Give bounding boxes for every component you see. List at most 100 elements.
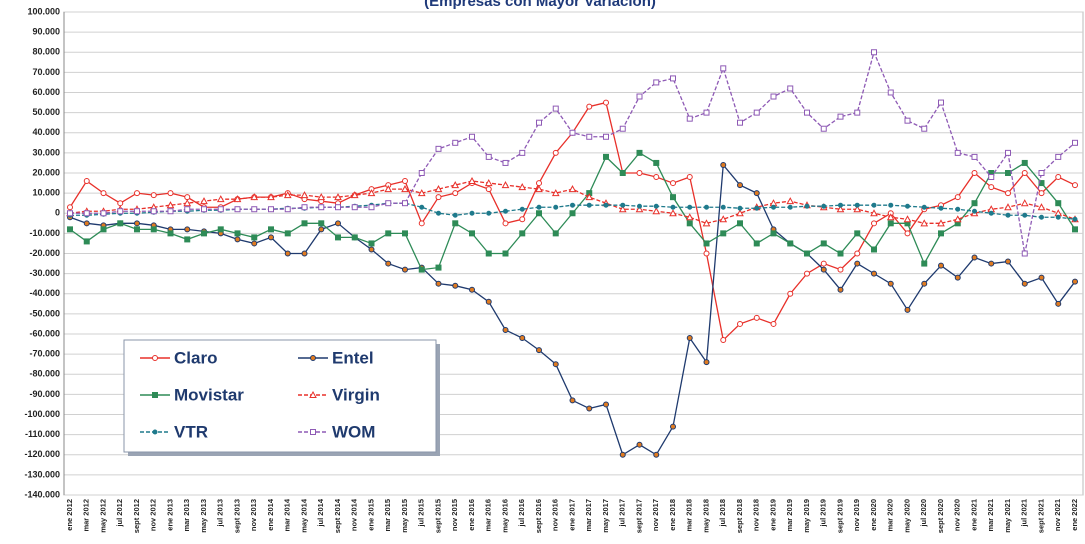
data-point xyxy=(954,149,961,156)
x-tick-label: jul 2021 xyxy=(1020,499,1029,528)
legend-label: Claro xyxy=(174,348,217,367)
data-point xyxy=(820,266,827,273)
data-point xyxy=(955,206,961,212)
data-point xyxy=(871,220,877,227)
data-point xyxy=(167,190,174,197)
data-point xyxy=(1037,203,1046,211)
x-tick-label: nov 2015 xyxy=(450,499,459,531)
data-point xyxy=(871,246,877,253)
data-point xyxy=(486,210,492,216)
data-point xyxy=(83,210,90,217)
data-point xyxy=(435,264,442,271)
data-point xyxy=(972,208,977,214)
data-point xyxy=(536,210,542,217)
data-point xyxy=(787,85,794,92)
data-point xyxy=(117,200,124,207)
chart-title: (Empresas con Mayor Variación) xyxy=(424,0,656,10)
data-point xyxy=(771,204,776,210)
data-point xyxy=(921,204,927,210)
data-point xyxy=(670,194,676,201)
data-point xyxy=(703,250,710,257)
data-point xyxy=(720,204,726,210)
data-point xyxy=(720,337,727,344)
data-point xyxy=(1038,190,1045,197)
data-point xyxy=(905,203,910,209)
data-point xyxy=(167,230,174,237)
data-point xyxy=(1022,212,1028,218)
data-point xyxy=(519,206,525,212)
data-point xyxy=(469,230,475,237)
data-point xyxy=(184,236,191,243)
data-point xyxy=(150,226,157,233)
data-point xyxy=(434,185,443,193)
x-tick-label: jul 2016 xyxy=(517,499,526,528)
x-tick-label: mar 2014 xyxy=(283,498,292,531)
x-tick-label: nov 2013 xyxy=(249,499,258,531)
data-point xyxy=(184,226,191,233)
data-point xyxy=(686,115,693,122)
x-tick-label: ene 2014 xyxy=(266,498,275,531)
data-point xyxy=(1072,139,1078,146)
x-tick-label: ene 2012 xyxy=(65,499,74,531)
data-point xyxy=(502,159,509,166)
data-point xyxy=(452,212,458,218)
legend: Claro Entel Movistar Virgin VTR WOM xyxy=(123,339,440,456)
data-point xyxy=(536,180,542,187)
x-tick-label: nov 2018 xyxy=(752,499,761,531)
data-point xyxy=(350,191,359,199)
y-tick-label: -60.000 xyxy=(29,328,60,338)
x-tick-label: may 2017 xyxy=(601,499,610,533)
data-point xyxy=(619,170,626,176)
data-point xyxy=(938,230,944,237)
data-point xyxy=(67,210,73,217)
data-point xyxy=(568,185,577,193)
data-point xyxy=(954,194,961,201)
data-point xyxy=(703,359,710,366)
data-point xyxy=(737,205,743,211)
y-tick-label: 70.000 xyxy=(32,67,60,77)
data-point xyxy=(787,240,794,247)
data-point xyxy=(335,220,341,227)
x-tick-label: jul 2020 xyxy=(919,499,928,528)
x-tick-label: ene 2018 xyxy=(668,499,677,531)
legend-label: VTR xyxy=(174,422,208,441)
data-point xyxy=(317,193,326,201)
data-point xyxy=(988,260,995,267)
data-point xyxy=(703,240,710,247)
data-point xyxy=(971,200,978,207)
data-point xyxy=(687,204,693,210)
data-point xyxy=(854,230,861,237)
data-point xyxy=(1039,214,1044,220)
data-point xyxy=(518,183,527,191)
legend-marker xyxy=(310,355,316,361)
data-point xyxy=(301,204,308,211)
data-point xyxy=(603,133,609,140)
data-point xyxy=(268,234,274,241)
data-point xyxy=(402,200,408,207)
data-point xyxy=(402,178,408,185)
data-point xyxy=(201,206,207,213)
data-point xyxy=(653,174,660,181)
x-tick-label: nov 2020 xyxy=(953,499,962,531)
data-point xyxy=(552,230,559,237)
x-tick-label: sept 2013 xyxy=(232,499,241,533)
data-point xyxy=(854,202,860,208)
data-point xyxy=(770,320,777,327)
data-point xyxy=(1021,170,1028,176)
data-point xyxy=(569,397,576,404)
data-point xyxy=(485,186,492,193)
y-tick-label: 60.000 xyxy=(32,87,60,97)
data-point xyxy=(770,230,777,237)
data-point xyxy=(753,240,760,247)
data-point xyxy=(653,451,660,458)
data-point xyxy=(754,205,760,211)
x-tick-label: jul 2014 xyxy=(316,498,325,527)
data-point xyxy=(820,125,827,132)
data-point xyxy=(685,213,694,221)
data-point xyxy=(736,209,744,217)
data-point xyxy=(737,182,743,189)
x-tick-label: sept 2018 xyxy=(735,499,744,533)
data-point xyxy=(988,174,995,181)
y-tick-label: -110.000 xyxy=(25,429,60,439)
data-point xyxy=(670,423,676,430)
